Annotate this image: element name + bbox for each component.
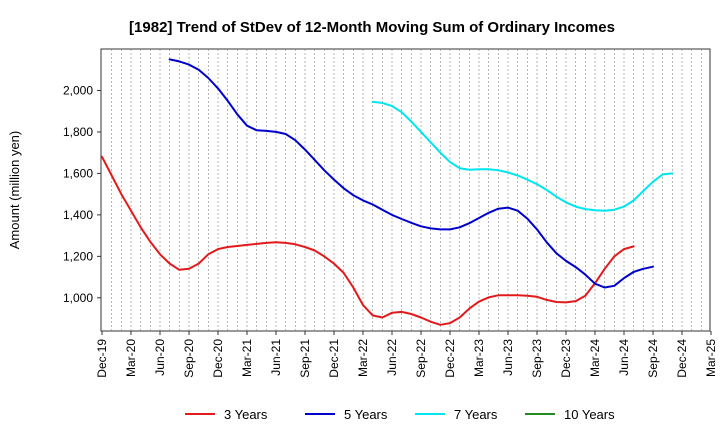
x-tick-label: Sep-20	[182, 339, 196, 378]
x-tick-label: Dec-24	[675, 339, 689, 378]
y-tick-label: 1,200	[63, 249, 93, 263]
y-tick-label: 1,800	[63, 125, 93, 139]
x-tick-label: Mar-25	[704, 339, 718, 377]
x-tick-label: Mar-20	[124, 339, 138, 377]
x-tick-label: Mar-22	[356, 339, 370, 377]
plot-area	[100, 48, 711, 332]
x-tick-label: Mar-21	[240, 339, 254, 377]
y-tick-label: 1,600	[63, 166, 93, 180]
x-axis-ticks: Dec-19 Mar-20 Jun-20 Sep-20 Dec-20 Mar-21 Jun-…	[95, 331, 718, 378]
grid	[111, 49, 702, 331]
series-lines	[101, 58, 674, 326]
x-tick-label: Jun-24	[617, 339, 631, 376]
y-tick-label: 1,000	[63, 291, 93, 305]
y-tick-label: 1,400	[63, 208, 93, 222]
x-tick-label: Dec-22	[443, 339, 457, 378]
legend: 3 Years 5 Years 7 Years 10 Years	[185, 407, 615, 422]
x-tick-label: Mar-24	[588, 339, 602, 377]
x-tick-label: Jun-22	[385, 339, 399, 376]
x-tick-label: Sep-24	[646, 339, 660, 378]
x-tick-label: Dec-23	[559, 339, 573, 378]
legend-label-7-years: 7 Years	[454, 407, 498, 422]
x-tick-label: Jun-20	[153, 339, 167, 376]
x-tick-label: Sep-21	[298, 339, 312, 378]
x-tick-label: Dec-19	[95, 339, 109, 378]
series-line-5-years	[168, 58, 654, 289]
x-tick-label: Sep-22	[414, 339, 428, 378]
series-line-3-years	[101, 155, 635, 326]
x-tick-label: Sep-23	[530, 339, 544, 378]
plot-frame	[100, 48, 711, 332]
x-tick-label: Jun-21	[269, 339, 283, 376]
x-tick-label: Mar-23	[472, 339, 486, 377]
chart-title: [1982] Trend of StDev of 12-Month Moving…	[129, 19, 615, 36]
series-line-7-years	[371, 100, 674, 212]
legend-label-10-years: 10 Years	[564, 407, 615, 422]
x-tick-label: Dec-20	[211, 339, 225, 378]
y-axis-title: Amount (million yen)	[7, 131, 22, 250]
y-axis-ticks: 1,000 1,200 1,400 1,600 1,800 2,000	[63, 83, 101, 305]
x-tick-label: Dec-21	[327, 339, 341, 378]
legend-label-5-years: 5 Years	[344, 407, 388, 422]
y-tick-label: 2,000	[63, 83, 93, 97]
legend-label-3-years: 3 Years	[224, 407, 268, 422]
x-tick-label: Jun-23	[501, 339, 515, 376]
